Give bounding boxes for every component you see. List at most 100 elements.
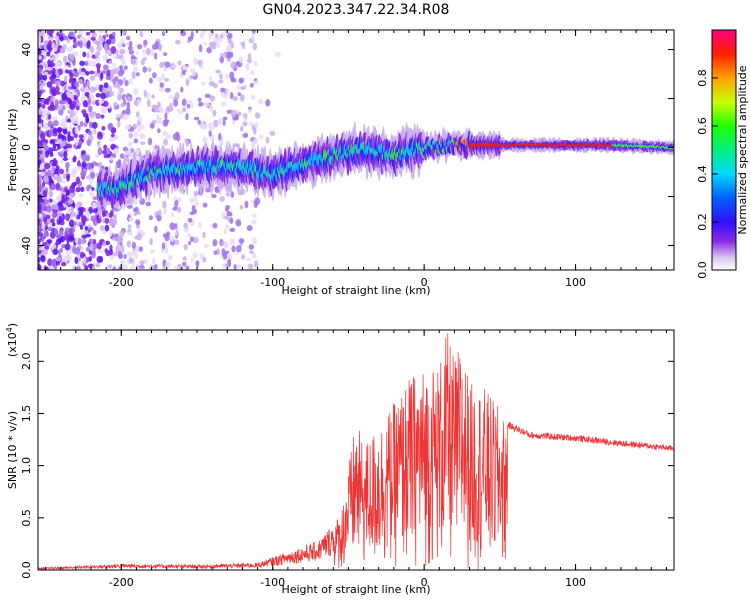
noise-cell [138,265,145,269]
noise-cell [197,59,203,66]
noise-cell [45,214,51,220]
noise-cell [254,138,258,145]
noise-cell [40,203,46,211]
noise-cell [189,103,194,109]
noise-cell [135,219,141,226]
spectrogram-x-label: Height of straight line (km) [281,284,430,297]
noise-cell [186,233,192,238]
noise-cell [50,139,55,144]
noise-cell [73,41,78,48]
noise-cell [38,185,45,190]
noise-cell [181,98,187,107]
noise-cell [105,33,109,38]
noise-cell [239,125,244,132]
noise-cell [120,103,126,108]
y-tick-label: 0.5 [20,509,33,527]
noise-cell [95,112,101,120]
noise-cell [108,219,115,227]
noise-cell [250,69,255,76]
noise-cell [92,111,97,116]
noise-cell [38,264,42,270]
noise-cell [204,93,211,99]
noise-cell [222,116,228,121]
noise-cell [107,102,112,109]
noise-cell [91,32,98,38]
noise-cell [72,77,77,82]
noise-cell [59,153,65,158]
noise-cell [75,105,80,111]
noise-cell [46,30,52,36]
noise-cell [46,81,53,88]
x-tick-label: -100 [260,576,285,589]
noise-cell [66,255,72,261]
noise-cell [146,99,151,108]
noise-cell [58,215,63,223]
y-tick-label: -40 [20,237,33,255]
noise-cell [179,267,184,270]
noise-cell [119,153,125,159]
noise-cell [153,104,159,113]
noise-cell [227,253,233,261]
noise-cell [200,81,207,86]
noise-cell [168,254,173,261]
noise-cell [230,61,237,69]
noise-cell [38,36,42,44]
noise-cell [88,238,94,244]
noise-cell [161,72,165,80]
noise-cell [198,44,203,53]
noise-cell [120,57,126,66]
noise-cell [42,74,48,81]
noise-cell [86,185,90,192]
noise-cell [91,265,95,270]
noise-cell [213,250,218,255]
colorbar-ticks: 0.0 0.2 0.4 0.6 0.8 [696,69,718,279]
noise-cell [55,256,62,262]
noise-cell [125,107,131,116]
noise-cell [58,108,64,116]
noise-cell [248,263,254,270]
noise-cell [88,249,93,255]
noise-cell [265,99,271,107]
noise-cell [186,99,193,104]
noise-cell [98,99,105,105]
noise-cell [151,119,157,124]
noise-cell [190,257,194,264]
noise-cell [53,158,57,162]
noise-cell [50,219,55,223]
noise-cell [137,210,141,216]
colorbar-gradient [711,29,737,271]
noise-cell [82,51,87,58]
noise-cell [95,262,101,268]
noise-cell [159,82,165,88]
noise-cell [38,250,41,255]
noise-cell [251,33,255,41]
snr-frame [37,329,675,571]
noise-cell [240,254,246,260]
noise-cell [112,67,119,75]
noise-cell [187,217,193,223]
noise-cell [139,31,144,38]
noise-cell [222,119,226,126]
noise-cell [43,145,50,151]
noise-cell [140,141,146,146]
noise-cell [76,265,81,270]
y-tick-label: 0 [20,144,33,151]
noise-cell [133,197,138,206]
noise-cell [74,256,79,264]
noise-cell [52,120,59,127]
noise-cell [128,49,135,55]
noise-cell [172,64,178,69]
noise-cell [44,266,49,270]
x-tick-label: 0 [421,276,428,289]
noise-cell [141,49,146,55]
noise-cell [84,210,90,218]
noise-cell [38,213,43,219]
noise-cell [127,45,133,51]
noise-cell [38,74,42,80]
y-tick-label: 1.5 [20,405,33,423]
noise-cell [161,248,165,254]
noise-cell [38,217,41,225]
noise-cell [165,133,172,140]
noise-cell [126,35,131,41]
y-tick-label: 1.0 [20,457,33,475]
